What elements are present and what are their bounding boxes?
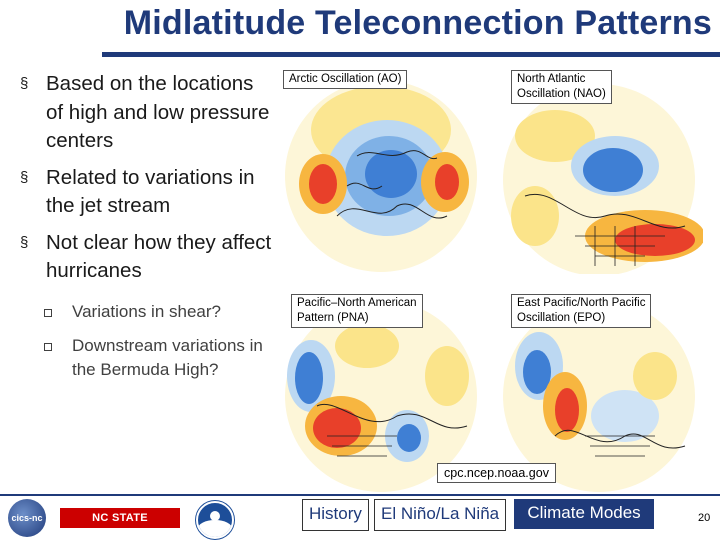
footer-divider <box>0 494 720 496</box>
pna-label: Pacific–North American Pattern (PNA) <box>291 294 423 328</box>
bullet-marker: § <box>20 75 29 92</box>
bullet-list: § Based on the locations of high and low… <box>14 70 276 392</box>
bullet-item: § Related to variations in the jet strea… <box>14 164 276 221</box>
cics-logo-text: cics-nc <box>11 513 43 523</box>
sub-bullet-item: Variations in shear? <box>14 300 276 324</box>
epo-pattern-map: East Pacific/North Pacific Oscillation (… <box>495 286 703 494</box>
checkbox-bullet-icon <box>44 342 52 351</box>
page-number: 20 <box>698 512 711 524</box>
ncsu-logo: NC STATE UNIVERSITY <box>60 508 180 544</box>
nao-map-graphic <box>503 84 703 274</box>
slide-title: Midlatitude Teleconnection Patterns <box>123 4 712 42</box>
pna-map-graphic <box>285 300 477 492</box>
bullet-marker: § <box>20 233 29 251</box>
ao-map-graphic <box>285 80 477 272</box>
nao-pattern-map: North Atlantic Oscillation (NAO) <box>495 66 703 274</box>
bullet-item: § Based on the locations of high and low… <box>14 70 276 156</box>
bullet-text: Based on the locations of high and low p… <box>46 72 270 152</box>
checkbox-bullet-icon <box>44 308 52 317</box>
bullet-marker: § <box>20 168 29 186</box>
bullet-item: § Not clear how they affect hurricanes <box>14 229 276 286</box>
ao-label: Arctic Oscillation (AO) <box>283 70 408 89</box>
cics-logo: cics-nc <box>8 499 46 537</box>
nav-history-button[interactable]: History <box>302 499 369 531</box>
noaa-wave-icon <box>198 520 232 537</box>
sub-bullet-item: Downstream variations in the Bermuda Hig… <box>14 334 276 382</box>
nav-el-nino-button[interactable]: El Niño/La Niña <box>374 499 507 531</box>
bullet-text: Not clear how they affect hurricanes <box>46 230 272 283</box>
title-underline <box>102 52 720 57</box>
sub-bullet-text: Downstream variations in the Bermuda Hig… <box>72 335 263 379</box>
noaa-bird-icon <box>210 511 220 521</box>
noaa-logo <box>196 501 234 539</box>
ao-pattern-map: Arctic Oscillation (AO) <box>277 66 485 274</box>
epo-map-graphic <box>503 300 695 492</box>
nao-label: North Atlantic Oscillation (NAO) <box>511 70 612 104</box>
bullet-text: Related to variations in the jet stream <box>46 165 255 218</box>
pna-pattern-map: Pacific–North American Pattern (PNA) <box>277 286 485 494</box>
nav-climate-modes-button[interactable]: Climate Modes <box>514 499 654 529</box>
source-citation: cpc.ncep.noaa.gov <box>437 463 556 483</box>
sub-bullet-text: Variations in shear? <box>72 301 221 321</box>
epo-label: East Pacific/North Pacific Oscillation (… <box>511 294 652 328</box>
